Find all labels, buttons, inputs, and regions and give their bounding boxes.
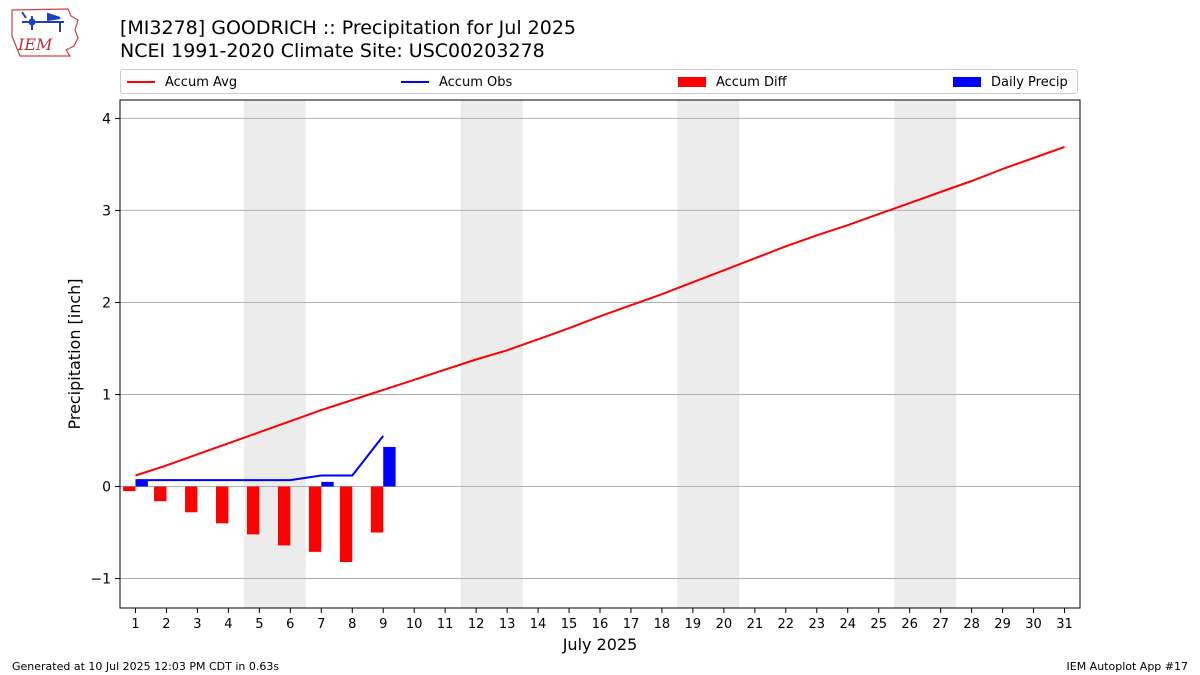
chart-legend: Accum Avg Accum Obs Accum Diff Daily Pre… bbox=[120, 69, 1078, 94]
legend-swatch-accum-avg bbox=[127, 81, 155, 83]
x-tick-label-20: 20 bbox=[716, 617, 733, 632]
x-tick-label-26: 26 bbox=[901, 617, 918, 632]
logo-text: IEM bbox=[17, 35, 53, 54]
accum-diff-bar-day-5 bbox=[246, 486, 260, 535]
y-tick-label-5: 4 bbox=[102, 111, 111, 127]
x-tick-label-11: 11 bbox=[437, 617, 454, 632]
chart-subtitle: NCEI 1991-2020 Climate Site: USC00203278 bbox=[120, 40, 545, 62]
x-tick-label-27: 27 bbox=[932, 617, 949, 632]
daily-precip-bar-day-7 bbox=[321, 481, 334, 487]
y-tick-label-2: 1 bbox=[102, 387, 111, 403]
x-tick-label-31: 31 bbox=[1056, 617, 1073, 632]
y-tick-label-3: 2 bbox=[102, 295, 111, 311]
footer-generated-time: Generated at 10 Jul 2025 12:03 PM CDT in… bbox=[12, 660, 280, 673]
x-tick-label-18: 18 bbox=[654, 617, 671, 632]
weather-instrument-icon bbox=[21, 11, 64, 32]
x-axis-label: July 2025 bbox=[562, 635, 638, 654]
accum-diff-bar-day-6 bbox=[277, 486, 291, 546]
legend-swatch-accum-diff bbox=[678, 77, 706, 87]
x-tick-label-8: 8 bbox=[348, 617, 356, 632]
iem-logo: IEM bbox=[11, 8, 79, 57]
y-tick-label-0: −1 bbox=[90, 572, 111, 588]
accum-diff-bar-day-8 bbox=[339, 486, 353, 562]
x-tick-label-9: 9 bbox=[379, 617, 387, 632]
y-axis-label: Precipitation [inch] bbox=[65, 278, 84, 429]
chart-title: [MI3278] GOODRICH :: Precipitation for J… bbox=[120, 17, 576, 39]
x-tick-label-25: 25 bbox=[870, 617, 887, 632]
legend-label-accum-obs: Accum Obs bbox=[439, 74, 513, 90]
x-tick-label-28: 28 bbox=[963, 617, 980, 632]
x-tick-label-3: 3 bbox=[193, 617, 201, 632]
x-tick-label-24: 24 bbox=[839, 617, 856, 632]
x-tick-label-4: 4 bbox=[224, 617, 232, 632]
x-tick-label-1: 1 bbox=[131, 617, 139, 632]
x-tick-label-22: 22 bbox=[778, 617, 795, 632]
legend-swatch-accum-obs bbox=[401, 81, 429, 83]
daily-precip-bar-day-9 bbox=[383, 446, 396, 487]
footer-app-id: IEM Autoplot App #17 bbox=[1066, 660, 1189, 673]
x-tick-label-29: 29 bbox=[994, 617, 1011, 632]
x-tick-label-2: 2 bbox=[162, 617, 170, 632]
x-tick-label-14: 14 bbox=[530, 617, 547, 632]
weekend-band-3 bbox=[677, 100, 740, 608]
x-tick-label-5: 5 bbox=[255, 617, 263, 632]
x-tick-label-13: 13 bbox=[499, 617, 516, 632]
y-tick-label-4: 3 bbox=[102, 203, 111, 219]
legend-swatch-daily-precip bbox=[953, 77, 981, 87]
x-tick-label-10: 10 bbox=[406, 617, 423, 632]
legend-label-accum-diff: Accum Diff bbox=[716, 74, 787, 90]
accum-diff-bar-day-3 bbox=[185, 486, 198, 513]
x-tick-label-30: 30 bbox=[1025, 617, 1042, 632]
legend-label-daily-precip: Daily Precip bbox=[991, 74, 1068, 90]
x-tick-label-21: 21 bbox=[747, 617, 764, 632]
legend-item-accum-obs: Accum Obs bbox=[401, 74, 512, 90]
legend-item-accum-avg: Accum Avg bbox=[127, 74, 237, 90]
accum-obs-line bbox=[135, 435, 384, 482]
legend-item-accum-diff: Accum Diff bbox=[678, 74, 787, 90]
accum-diff-bar-day-4 bbox=[216, 486, 229, 524]
x-tick-label-23: 23 bbox=[809, 617, 826, 632]
y-tick-label-1: 0 bbox=[102, 480, 111, 496]
x-tick-label-15: 15 bbox=[561, 617, 578, 632]
x-tick-label-12: 12 bbox=[468, 617, 485, 632]
x-tick-label-19: 19 bbox=[685, 617, 702, 632]
x-tick-label-6: 6 bbox=[286, 617, 294, 632]
x-tick-label-7: 7 bbox=[317, 617, 325, 632]
accum-diff-bar-day-1 bbox=[123, 486, 136, 492]
daily-precip-bar-day-1 bbox=[135, 480, 148, 487]
legend-label-accum-avg: Accum Avg bbox=[165, 74, 238, 90]
iowa-outline-icon bbox=[11, 8, 79, 57]
accum-avg-line bbox=[135, 145, 1065, 477]
weekend-band-4 bbox=[894, 100, 957, 608]
accum-diff-bar-day-2 bbox=[154, 486, 167, 502]
x-tick-label-17: 17 bbox=[623, 617, 640, 632]
x-tick-label-16: 16 bbox=[592, 617, 609, 632]
accum-diff-bar-day-7 bbox=[308, 486, 322, 552]
legend-item-daily-precip: Daily Precip bbox=[953, 74, 1068, 90]
accum-diff-bar-day-9 bbox=[370, 486, 384, 533]
